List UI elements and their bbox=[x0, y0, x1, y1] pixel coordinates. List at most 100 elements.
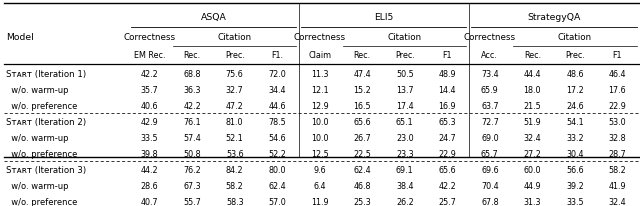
Text: 11.3: 11.3 bbox=[311, 69, 328, 78]
Text: 65.7: 65.7 bbox=[481, 149, 499, 158]
Text: 42.2: 42.2 bbox=[141, 69, 159, 78]
Text: 65.1: 65.1 bbox=[396, 117, 413, 126]
Text: ELI5: ELI5 bbox=[374, 13, 393, 22]
Text: 22.9: 22.9 bbox=[609, 101, 627, 110]
Text: 69.0: 69.0 bbox=[481, 133, 499, 142]
Text: 33.2: 33.2 bbox=[566, 133, 584, 142]
Text: 18.0: 18.0 bbox=[524, 85, 541, 94]
Text: 34.4: 34.4 bbox=[269, 85, 286, 94]
Text: 58.2: 58.2 bbox=[609, 165, 627, 174]
Text: 25.7: 25.7 bbox=[438, 197, 456, 206]
Text: 48.9: 48.9 bbox=[438, 69, 456, 78]
Text: 58.3: 58.3 bbox=[226, 197, 244, 206]
Text: 17.2: 17.2 bbox=[566, 85, 584, 94]
Text: 33.5: 33.5 bbox=[141, 133, 159, 142]
Text: Rec.: Rec. bbox=[184, 51, 201, 60]
Text: 63.7: 63.7 bbox=[481, 101, 499, 110]
Text: 44.9: 44.9 bbox=[524, 181, 541, 190]
Text: 67.3: 67.3 bbox=[184, 181, 201, 190]
Text: Rec.: Rec. bbox=[354, 51, 371, 60]
Text: Citation: Citation bbox=[218, 32, 252, 41]
Text: Acc.: Acc. bbox=[481, 51, 499, 60]
Text: F1: F1 bbox=[612, 51, 622, 60]
Text: 51.9: 51.9 bbox=[524, 117, 541, 126]
Text: 32.4: 32.4 bbox=[609, 197, 626, 206]
Text: 33.5: 33.5 bbox=[566, 197, 584, 206]
Text: 24.6: 24.6 bbox=[566, 101, 584, 110]
Text: 53.6: 53.6 bbox=[226, 149, 244, 158]
Text: 12.5: 12.5 bbox=[311, 149, 328, 158]
Text: 73.4: 73.4 bbox=[481, 69, 499, 78]
Text: 32.8: 32.8 bbox=[609, 133, 626, 142]
Text: 6.4: 6.4 bbox=[314, 181, 326, 190]
Text: 75.6: 75.6 bbox=[226, 69, 244, 78]
Text: 40.6: 40.6 bbox=[141, 101, 159, 110]
Text: 30.4: 30.4 bbox=[566, 149, 584, 158]
Text: Prec.: Prec. bbox=[395, 51, 415, 60]
Text: 12.1: 12.1 bbox=[311, 85, 328, 94]
Text: 42.2: 42.2 bbox=[438, 181, 456, 190]
Text: 16.9: 16.9 bbox=[438, 101, 456, 110]
Text: 56.6: 56.6 bbox=[566, 165, 584, 174]
Text: 68.8: 68.8 bbox=[184, 69, 201, 78]
Text: Correctness: Correctness bbox=[294, 32, 346, 41]
Text: 46.4: 46.4 bbox=[609, 69, 626, 78]
Text: EM Rec.: EM Rec. bbox=[134, 51, 165, 60]
Text: 28.7: 28.7 bbox=[609, 149, 627, 158]
Text: 52.2: 52.2 bbox=[268, 149, 286, 158]
Text: Prec.: Prec. bbox=[565, 51, 585, 60]
Text: 10.0: 10.0 bbox=[311, 133, 328, 142]
Text: 10.0: 10.0 bbox=[311, 117, 328, 126]
Text: 40.7: 40.7 bbox=[141, 197, 159, 206]
Text: 58.2: 58.2 bbox=[226, 181, 244, 190]
Text: 44.2: 44.2 bbox=[141, 165, 159, 174]
Text: w/o. preference: w/o. preference bbox=[6, 149, 78, 158]
Text: 65.3: 65.3 bbox=[438, 117, 456, 126]
Text: Citation: Citation bbox=[558, 32, 592, 41]
Text: 23.3: 23.3 bbox=[396, 149, 413, 158]
Text: 22.9: 22.9 bbox=[438, 149, 456, 158]
Text: Rec.: Rec. bbox=[524, 51, 541, 60]
Text: 65.9: 65.9 bbox=[481, 85, 499, 94]
Text: 69.6: 69.6 bbox=[481, 165, 499, 174]
Text: 12.9: 12.9 bbox=[311, 101, 328, 110]
Text: 67.8: 67.8 bbox=[481, 197, 499, 206]
Text: 50.8: 50.8 bbox=[184, 149, 201, 158]
Text: 62.4: 62.4 bbox=[353, 165, 371, 174]
Text: 16.5: 16.5 bbox=[353, 101, 371, 110]
Text: 57.0: 57.0 bbox=[268, 197, 286, 206]
Text: w/o. warm-up: w/o. warm-up bbox=[6, 181, 69, 190]
Text: 60.0: 60.0 bbox=[524, 165, 541, 174]
Text: 47.2: 47.2 bbox=[226, 101, 244, 110]
Text: 28.6: 28.6 bbox=[141, 181, 159, 190]
Text: F1: F1 bbox=[443, 51, 452, 60]
Text: 42.2: 42.2 bbox=[183, 101, 201, 110]
Text: w/o. preference: w/o. preference bbox=[6, 101, 78, 110]
Text: 42.9: 42.9 bbox=[141, 117, 159, 126]
Text: 36.3: 36.3 bbox=[184, 85, 201, 94]
Text: Prec.: Prec. bbox=[225, 51, 244, 60]
Text: 41.9: 41.9 bbox=[609, 181, 626, 190]
Text: 44.6: 44.6 bbox=[269, 101, 286, 110]
Text: Model: Model bbox=[6, 32, 34, 41]
Text: 32.4: 32.4 bbox=[524, 133, 541, 142]
Text: Citation: Citation bbox=[388, 32, 422, 41]
Text: ASQA: ASQA bbox=[200, 13, 227, 22]
Text: 52.1: 52.1 bbox=[226, 133, 244, 142]
Text: 50.5: 50.5 bbox=[396, 69, 413, 78]
Text: 17.6: 17.6 bbox=[609, 85, 626, 94]
Text: 14.4: 14.4 bbox=[438, 85, 456, 94]
Text: 81.0: 81.0 bbox=[226, 117, 243, 126]
Text: Claim: Claim bbox=[308, 51, 332, 60]
Text: 17.4: 17.4 bbox=[396, 101, 413, 110]
Text: 46.8: 46.8 bbox=[353, 181, 371, 190]
Text: 47.4: 47.4 bbox=[353, 69, 371, 78]
Text: 76.2: 76.2 bbox=[183, 165, 201, 174]
Text: 39.8: 39.8 bbox=[141, 149, 159, 158]
Text: w/o. warm-up: w/o. warm-up bbox=[6, 133, 69, 142]
Text: 57.4: 57.4 bbox=[183, 133, 201, 142]
Text: 39.2: 39.2 bbox=[566, 181, 584, 190]
Text: Correctness: Correctness bbox=[124, 32, 176, 41]
Text: 44.4: 44.4 bbox=[524, 69, 541, 78]
Text: Sᴛᴀʀᴛ (Iteration 2): Sᴛᴀʀᴛ (Iteration 2) bbox=[6, 117, 86, 126]
